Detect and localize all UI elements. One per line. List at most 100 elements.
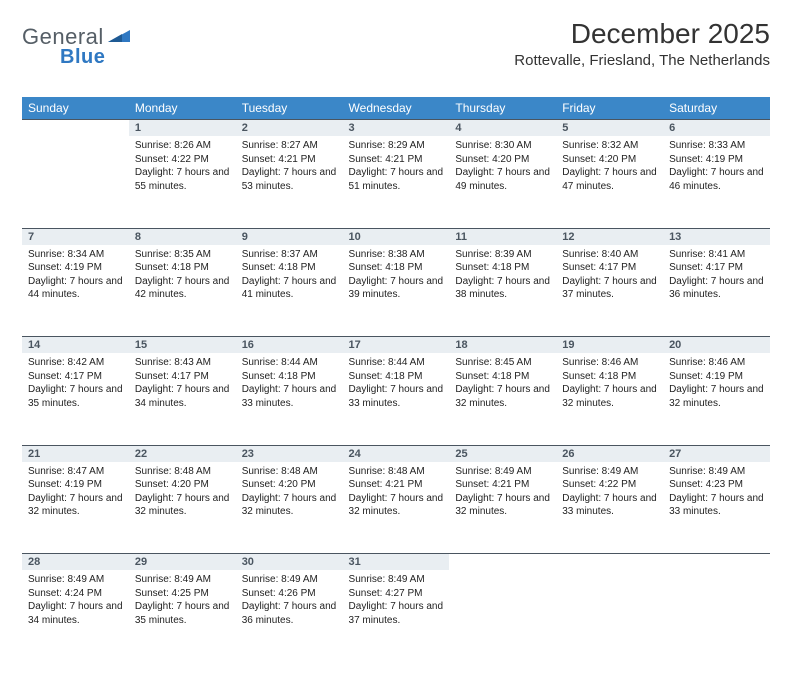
sunset-text: Sunset: 4:21 PM xyxy=(455,478,550,492)
day-number-cell: 21 xyxy=(22,445,129,462)
day-cell xyxy=(22,136,129,228)
sunset-text: Sunset: 4:18 PM xyxy=(242,261,337,275)
day-cell-body: Sunrise: 8:38 AMSunset: 4:18 PMDaylight:… xyxy=(343,245,450,306)
day-cell: Sunrise: 8:34 AMSunset: 4:19 PMDaylight:… xyxy=(22,245,129,337)
day-cell: Sunrise: 8:49 AMSunset: 4:27 PMDaylight:… xyxy=(343,570,450,662)
sunrise-text: Sunrise: 8:49 AM xyxy=(669,465,764,479)
day-number-cell: 19 xyxy=(556,337,663,354)
daylight-text: Daylight: 7 hours and 32 minutes. xyxy=(669,383,764,410)
daylight-text: Daylight: 7 hours and 32 minutes. xyxy=(349,492,444,519)
day-number-cell: 25 xyxy=(449,445,556,462)
sunset-text: Sunset: 4:22 PM xyxy=(135,153,230,167)
day-cell: Sunrise: 8:44 AMSunset: 4:18 PMDaylight:… xyxy=(236,353,343,445)
sunrise-text: Sunrise: 8:46 AM xyxy=(562,356,657,370)
day-cell-body: Sunrise: 8:27 AMSunset: 4:21 PMDaylight:… xyxy=(236,136,343,197)
day-number-cell: 16 xyxy=(236,337,343,354)
day-cell: Sunrise: 8:39 AMSunset: 4:18 PMDaylight:… xyxy=(449,245,556,337)
day-cell-body: Sunrise: 8:40 AMSunset: 4:17 PMDaylight:… xyxy=(556,245,663,306)
daylight-text: Daylight: 7 hours and 37 minutes. xyxy=(562,275,657,302)
day-number-cell: 8 xyxy=(129,228,236,245)
day-cell xyxy=(663,570,770,662)
day-number-cell: 22 xyxy=(129,445,236,462)
sunrise-text: Sunrise: 8:43 AM xyxy=(135,356,230,370)
day-cell-body: Sunrise: 8:39 AMSunset: 4:18 PMDaylight:… xyxy=(449,245,556,306)
day-cell: Sunrise: 8:47 AMSunset: 4:19 PMDaylight:… xyxy=(22,462,129,554)
day-cell-body: Sunrise: 8:48 AMSunset: 4:21 PMDaylight:… xyxy=(343,462,450,523)
sunrise-text: Sunrise: 8:49 AM xyxy=(135,573,230,587)
day-number-cell: 6 xyxy=(663,120,770,137)
day-cell-body: Sunrise: 8:33 AMSunset: 4:19 PMDaylight:… xyxy=(663,136,770,197)
sunset-text: Sunset: 4:25 PM xyxy=(135,587,230,601)
sunrise-text: Sunrise: 8:47 AM xyxy=(28,465,123,479)
sunrise-text: Sunrise: 8:49 AM xyxy=(562,465,657,479)
day-number-row: 14151617181920 xyxy=(22,337,770,354)
day-cell: Sunrise: 8:45 AMSunset: 4:18 PMDaylight:… xyxy=(449,353,556,445)
day-number-cell xyxy=(556,554,663,571)
sunset-text: Sunset: 4:20 PM xyxy=(242,478,337,492)
day-number-cell: 27 xyxy=(663,445,770,462)
day-cell: Sunrise: 8:49 AMSunset: 4:26 PMDaylight:… xyxy=(236,570,343,662)
day-cell: Sunrise: 8:35 AMSunset: 4:18 PMDaylight:… xyxy=(129,245,236,337)
day-number-cell: 26 xyxy=(556,445,663,462)
day-number-cell: 20 xyxy=(663,337,770,354)
day-cell-body: Sunrise: 8:49 AMSunset: 4:26 PMDaylight:… xyxy=(236,570,343,631)
daylight-text: Daylight: 7 hours and 55 minutes. xyxy=(135,166,230,193)
sunset-text: Sunset: 4:23 PM xyxy=(669,478,764,492)
day-cell-body: Sunrise: 8:45 AMSunset: 4:18 PMDaylight:… xyxy=(449,353,556,414)
day-number-cell: 12 xyxy=(556,228,663,245)
day-cell: Sunrise: 8:27 AMSunset: 4:21 PMDaylight:… xyxy=(236,136,343,228)
day-cell-body: Sunrise: 8:47 AMSunset: 4:19 PMDaylight:… xyxy=(22,462,129,523)
day-cell: Sunrise: 8:48 AMSunset: 4:20 PMDaylight:… xyxy=(236,462,343,554)
month-title: December 2025 xyxy=(514,18,770,50)
sunrise-text: Sunrise: 8:49 AM xyxy=(28,573,123,587)
day-cell: Sunrise: 8:32 AMSunset: 4:20 PMDaylight:… xyxy=(556,136,663,228)
day-number-cell: 30 xyxy=(236,554,343,571)
sunset-text: Sunset: 4:20 PM xyxy=(455,153,550,167)
day-cell: Sunrise: 8:33 AMSunset: 4:19 PMDaylight:… xyxy=(663,136,770,228)
day-cell-body: Sunrise: 8:35 AMSunset: 4:18 PMDaylight:… xyxy=(129,245,236,306)
sunrise-text: Sunrise: 8:42 AM xyxy=(28,356,123,370)
sunrise-text: Sunrise: 8:32 AM xyxy=(562,139,657,153)
daylight-text: Daylight: 7 hours and 53 minutes. xyxy=(242,166,337,193)
day-number-cell xyxy=(22,120,129,137)
daylight-text: Daylight: 7 hours and 49 minutes. xyxy=(455,166,550,193)
sunrise-text: Sunrise: 8:44 AM xyxy=(242,356,337,370)
day-content-row: Sunrise: 8:42 AMSunset: 4:17 PM Daylight:… xyxy=(22,353,770,445)
daylight-text: Daylight: 7 hours and 42 minutes. xyxy=(135,275,230,302)
sunrise-text: Sunrise: 8:49 AM xyxy=(349,573,444,587)
day-number-row: 123456 xyxy=(22,120,770,137)
sunrise-text: Sunrise: 8:29 AM xyxy=(349,139,444,153)
day-cell: Sunrise: 8:43 AMSunset: 4:17 PMDaylight:… xyxy=(129,353,236,445)
daylight-text: Daylight: 7 hours and 36 minutes. xyxy=(669,275,764,302)
day-cell-body: Sunrise: 8:26 AMSunset: 4:22 PMDaylight:… xyxy=(129,136,236,197)
day-cell: Sunrise: 8:38 AMSunset: 4:18 PMDaylight:… xyxy=(343,245,450,337)
sunset-text: Sunset: 4:17 PM xyxy=(28,370,123,384)
sunrise-text: Sunrise: 8:30 AM xyxy=(455,139,550,153)
calendar-body: 123456Sunrise: 8:26 AMSunset: 4:22 PMDay… xyxy=(22,120,770,663)
day-cell: Sunrise: 8:49 AMSunset: 4:22 PMDaylight:… xyxy=(556,462,663,554)
day-cell: Sunrise: 8:40 AMSunset: 4:17 PMDaylight:… xyxy=(556,245,663,337)
weekday-header: Thursday xyxy=(449,97,556,120)
day-number-cell: 5 xyxy=(556,120,663,137)
day-cell: Sunrise: 8:42 AMSunset: 4:17 PMDaylight:… xyxy=(22,353,129,445)
day-number-row: 78910111213 xyxy=(22,228,770,245)
day-number-cell: 13 xyxy=(663,228,770,245)
day-cell: Sunrise: 8:46 AMSunset: 4:18 PMDaylight:… xyxy=(556,353,663,445)
day-cell-body: Sunrise: 8:44 AMSunset: 4:18 PMDaylight:… xyxy=(343,353,450,414)
day-cell-body: Sunrise: 8:49 AMSunset: 4:25 PMDaylight:… xyxy=(129,570,236,631)
day-number-cell: 3 xyxy=(343,120,450,137)
calendar-page: General December 2025 Rottevalle, Friesl… xyxy=(0,0,792,680)
day-number-cell: 29 xyxy=(129,554,236,571)
day-number-cell xyxy=(663,554,770,571)
weekday-header: Friday xyxy=(556,97,663,120)
weekday-header: Wednesday xyxy=(343,97,450,120)
weekday-header-row: Sunday Monday Tuesday Wednesday Thursday… xyxy=(22,97,770,120)
sunrise-text: Sunrise: 8:33 AM xyxy=(669,139,764,153)
sunset-text: Sunset: 4:21 PM xyxy=(242,153,337,167)
day-cell xyxy=(556,570,663,662)
sunrise-text: Sunrise: 8:49 AM xyxy=(242,573,337,587)
day-cell-body: Sunrise: 8:42 AMSunset: 4:17 PMDaylight:… xyxy=(22,353,129,414)
daylight-text: Daylight: 7 hours and 37 minutes. xyxy=(349,600,444,627)
day-cell-body: Sunrise: 8:49 AMSunset: 4:24 PMDaylight:… xyxy=(22,570,129,631)
daylight-text: Daylight: 7 hours and 33 minutes. xyxy=(669,492,764,519)
